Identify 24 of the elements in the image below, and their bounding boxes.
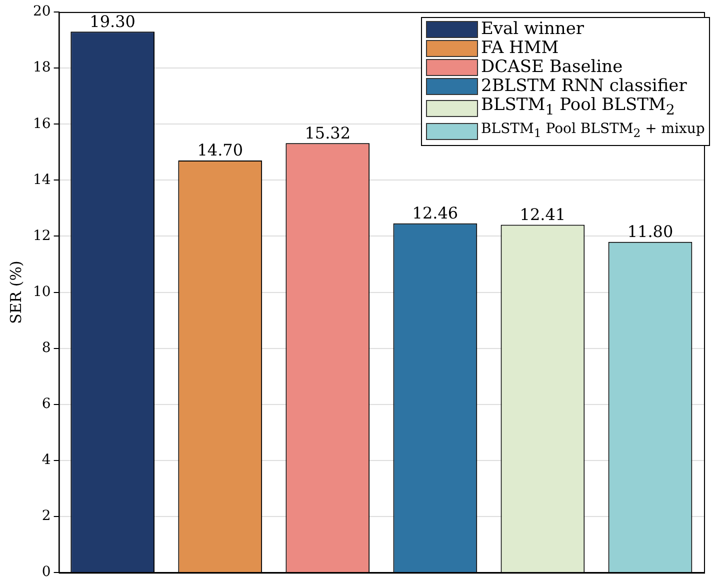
y-tick-label: 12: [32, 228, 51, 244]
legend-label: 2BLSTM RNN classifier: [481, 76, 687, 96]
y-tick-label: 4: [42, 452, 51, 468]
y-axis-title: SER (%): [6, 260, 25, 324]
legend-label: FA HMM: [481, 38, 559, 58]
data-label: 12.46: [412, 204, 458, 222]
legend-label: BLSTM$_{1}$ Pool BLSTM$_{2}$: [481, 95, 675, 120]
y-tick-label: 2: [42, 508, 51, 524]
y-tick-label: 8: [42, 340, 51, 356]
data-label: 12.41: [520, 204, 566, 224]
data-label: 19.30: [90, 12, 136, 31]
data-label: 14.70: [197, 140, 244, 160]
legend-label: BLSTM$_{1}$ Pool BLSTM$_{2}$ + mixup: [481, 120, 705, 142]
legend-label: DCASE Baseline: [481, 57, 623, 77]
y-tick-label: 10: [32, 284, 51, 300]
y-tick-label: 0: [42, 564, 51, 580]
y-tick-label: 20: [32, 4, 51, 20]
y-tick-label: 14: [32, 172, 51, 188]
data-label: 11.80: [627, 222, 674, 241]
y-tick-label: 16: [32, 116, 51, 132]
y-tick-label: 18: [32, 60, 51, 76]
data-label: 15.32: [304, 123, 351, 142]
legend-label: Eval winner: [481, 19, 584, 39]
y-tick-label: 6: [42, 396, 51, 412]
